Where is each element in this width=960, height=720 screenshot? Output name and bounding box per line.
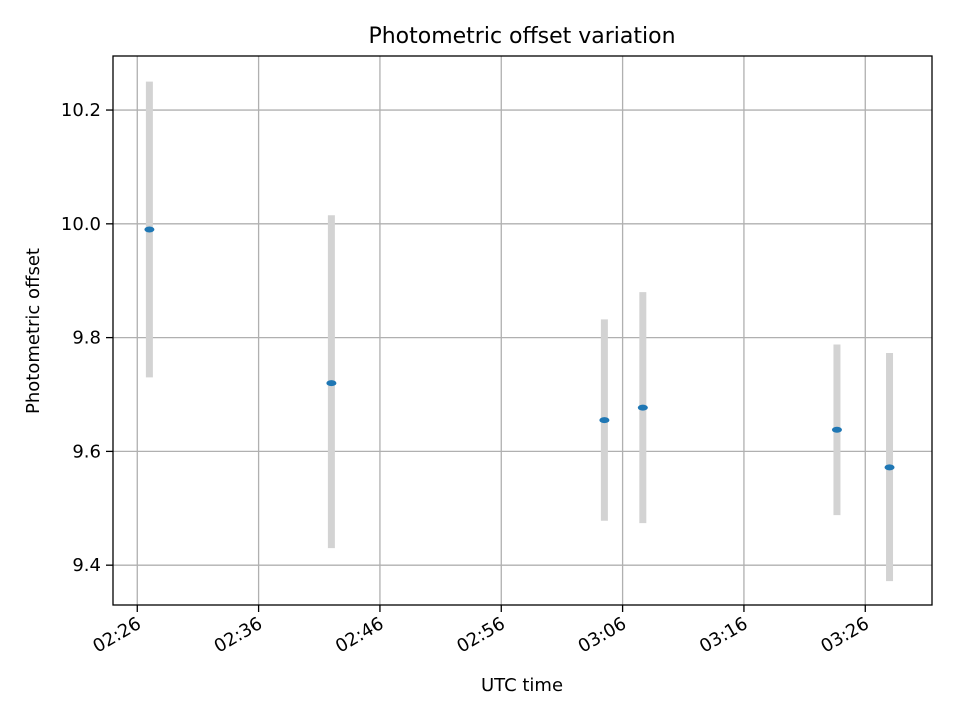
x-tick-label: 02:56 [453,613,508,657]
error-bars [145,81,894,582]
x-tick-label: 03:16 [696,613,751,657]
data-point [599,417,610,424]
y-axis: 9.4 9.6 9.8 10.0 10.2 [61,100,113,576]
y-tick-label: 10.2 [61,100,101,121]
x-tick-label: 02:46 [332,613,387,657]
x-axis: 02:26 02:36 02:46 02:56 03:06 03:16 03:26 [89,605,873,657]
data-points [144,226,895,471]
x-tick-label: 03:06 [575,613,630,657]
plot-area-frame [112,55,933,606]
x-tick-label: 02:36 [211,613,266,657]
data-point [884,464,895,471]
x-tick-label: 02:26 [89,613,144,657]
x-axis-label: UTC time [481,675,563,696]
y-tick-label: 9.6 [72,441,101,462]
y-axis-label: Photometric offset [23,248,44,414]
x-tick-label: 03:26 [817,613,872,657]
data-point [144,226,155,233]
y-tick-label: 9.8 [72,328,101,349]
data-point [831,426,842,433]
grid [113,56,932,605]
y-tick-label: 9.4 [72,555,101,576]
data-point [326,380,337,387]
chart-title: Photometric offset variation [368,24,675,49]
y-tick-label: 10.0 [61,214,101,235]
data-point [637,404,648,411]
